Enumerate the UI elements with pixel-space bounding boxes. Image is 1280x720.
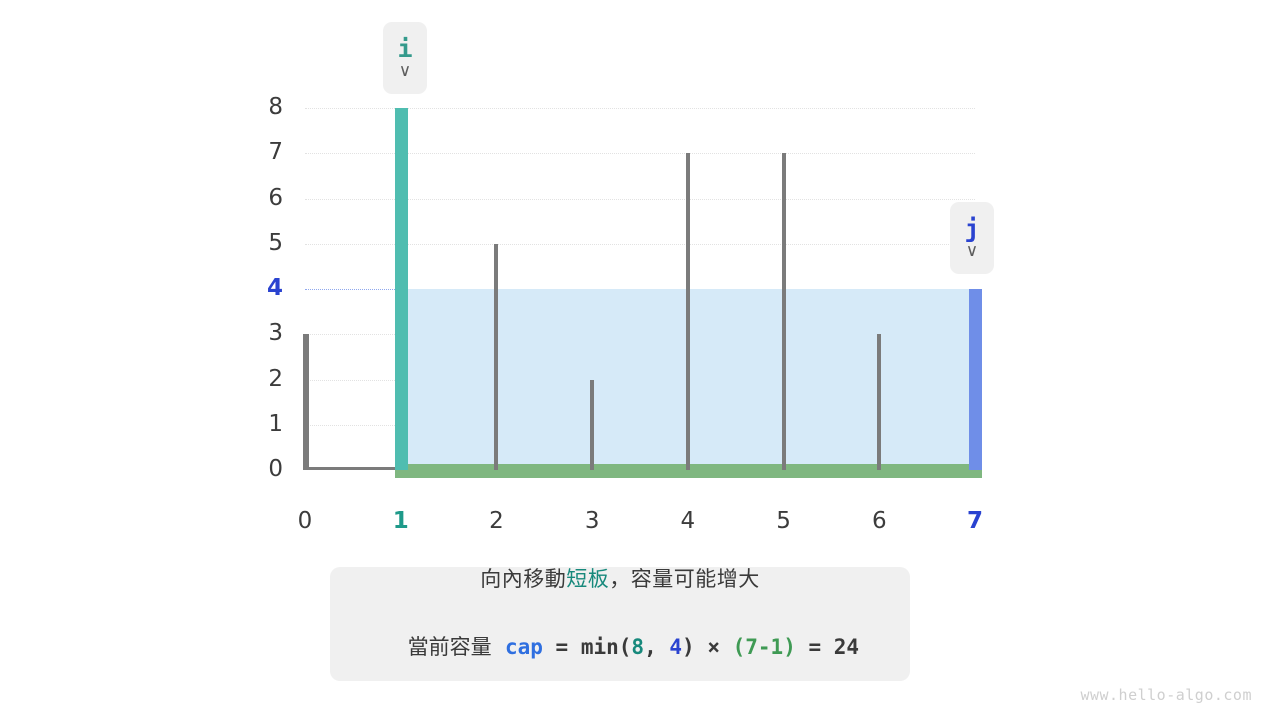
bar-7-pointer-j — [969, 289, 982, 470]
min-arg-b: 4 — [669, 635, 683, 659]
bar-1-pointer-i — [394, 108, 408, 470]
y-axis-tick-3: 3 — [268, 320, 283, 347]
x-axis-tick-5: 5 — [776, 508, 791, 534]
equals-sign-2: = — [795, 635, 834, 659]
chevron-down-icon: ∨ — [398, 61, 412, 81]
bar-chart-plot-area — [303, 108, 982, 478]
equals-sign-1: = — [542, 635, 581, 659]
gridline-y-8 — [305, 108, 975, 109]
x-axis-tick-6: 6 — [871, 508, 887, 534]
width-expression: (7-1) — [732, 635, 796, 659]
x-axis-tick-1-pointer-i: 1 — [392, 508, 409, 534]
bar-0 — [303, 334, 307, 470]
capacity-label: 當前容量 — [407, 635, 492, 659]
min-separator: , — [644, 635, 670, 659]
y-axis-tick-4-highlighted: 4 — [266, 275, 283, 301]
x-axis-tick-4: 4 — [680, 508, 696, 534]
x-axis-tick-0: 0 — [297, 508, 313, 534]
caption-box: 向內移動短板，容量可能增大 當前容量 cap = min(8, 4) × (7-… — [330, 567, 910, 681]
min-close: ) — [682, 635, 695, 659]
caption-line-1: 向內移動短板，容量可能增大 — [480, 563, 760, 593]
pointer-marker-j: j ∨ — [950, 202, 994, 274]
caption-line1-highlight: 短板 — [566, 567, 610, 591]
x-axis-tick-3: 3 — [584, 508, 600, 534]
chevron-down-icon: ∨ — [965, 241, 979, 261]
y-axis-tick-0: 0 — [268, 456, 283, 482]
y-axis-tick-1: 1 — [268, 410, 283, 437]
bar-2 — [494, 243, 499, 470]
x-axis-tick-2: 2 — [489, 508, 504, 534]
y-axis-tick-6: 6 — [268, 184, 283, 211]
y-axis-tick-2: 2 — [268, 365, 283, 392]
gridline-y-6 — [305, 198, 975, 200]
capacity-result: 24 — [833, 635, 860, 659]
gridline-y-5 — [305, 243, 975, 245]
pointer-marker-i: i ∨ — [383, 22, 427, 94]
y-axis-tick-7: 7 — [268, 139, 283, 166]
caption-line1-post: ，容量可能增大 — [609, 567, 760, 591]
cap-variable: cap — [504, 635, 543, 659]
bar-3 — [590, 379, 595, 470]
bar-5 — [781, 153, 786, 470]
x-axis-tick-7-pointer-j: 7 — [966, 508, 983, 534]
axis-baseline — [305, 466, 401, 470]
min-open: min( — [580, 635, 632, 659]
min-arg-a: 8 — [631, 635, 645, 659]
pointer-j-label: j — [964, 214, 980, 243]
bar-4 — [685, 153, 690, 470]
bar-6 — [877, 334, 882, 470]
watermark: www.hello-algo.com — [1080, 686, 1252, 704]
times-operator: × — [694, 635, 733, 659]
pointer-i-label: i — [397, 34, 413, 63]
gridline-y-7 — [305, 153, 975, 155]
shortboard-highlight — [394, 464, 982, 478]
y-axis-tick-5: 5 — [268, 229, 283, 256]
caption-line1-pre: 向內移動 — [480, 567, 567, 591]
y-axis-tick-8: 8 — [268, 94, 283, 120]
caption-line-2: 當前容量 cap = min(8, 4) × (7-1) = 24 — [381, 607, 859, 685]
